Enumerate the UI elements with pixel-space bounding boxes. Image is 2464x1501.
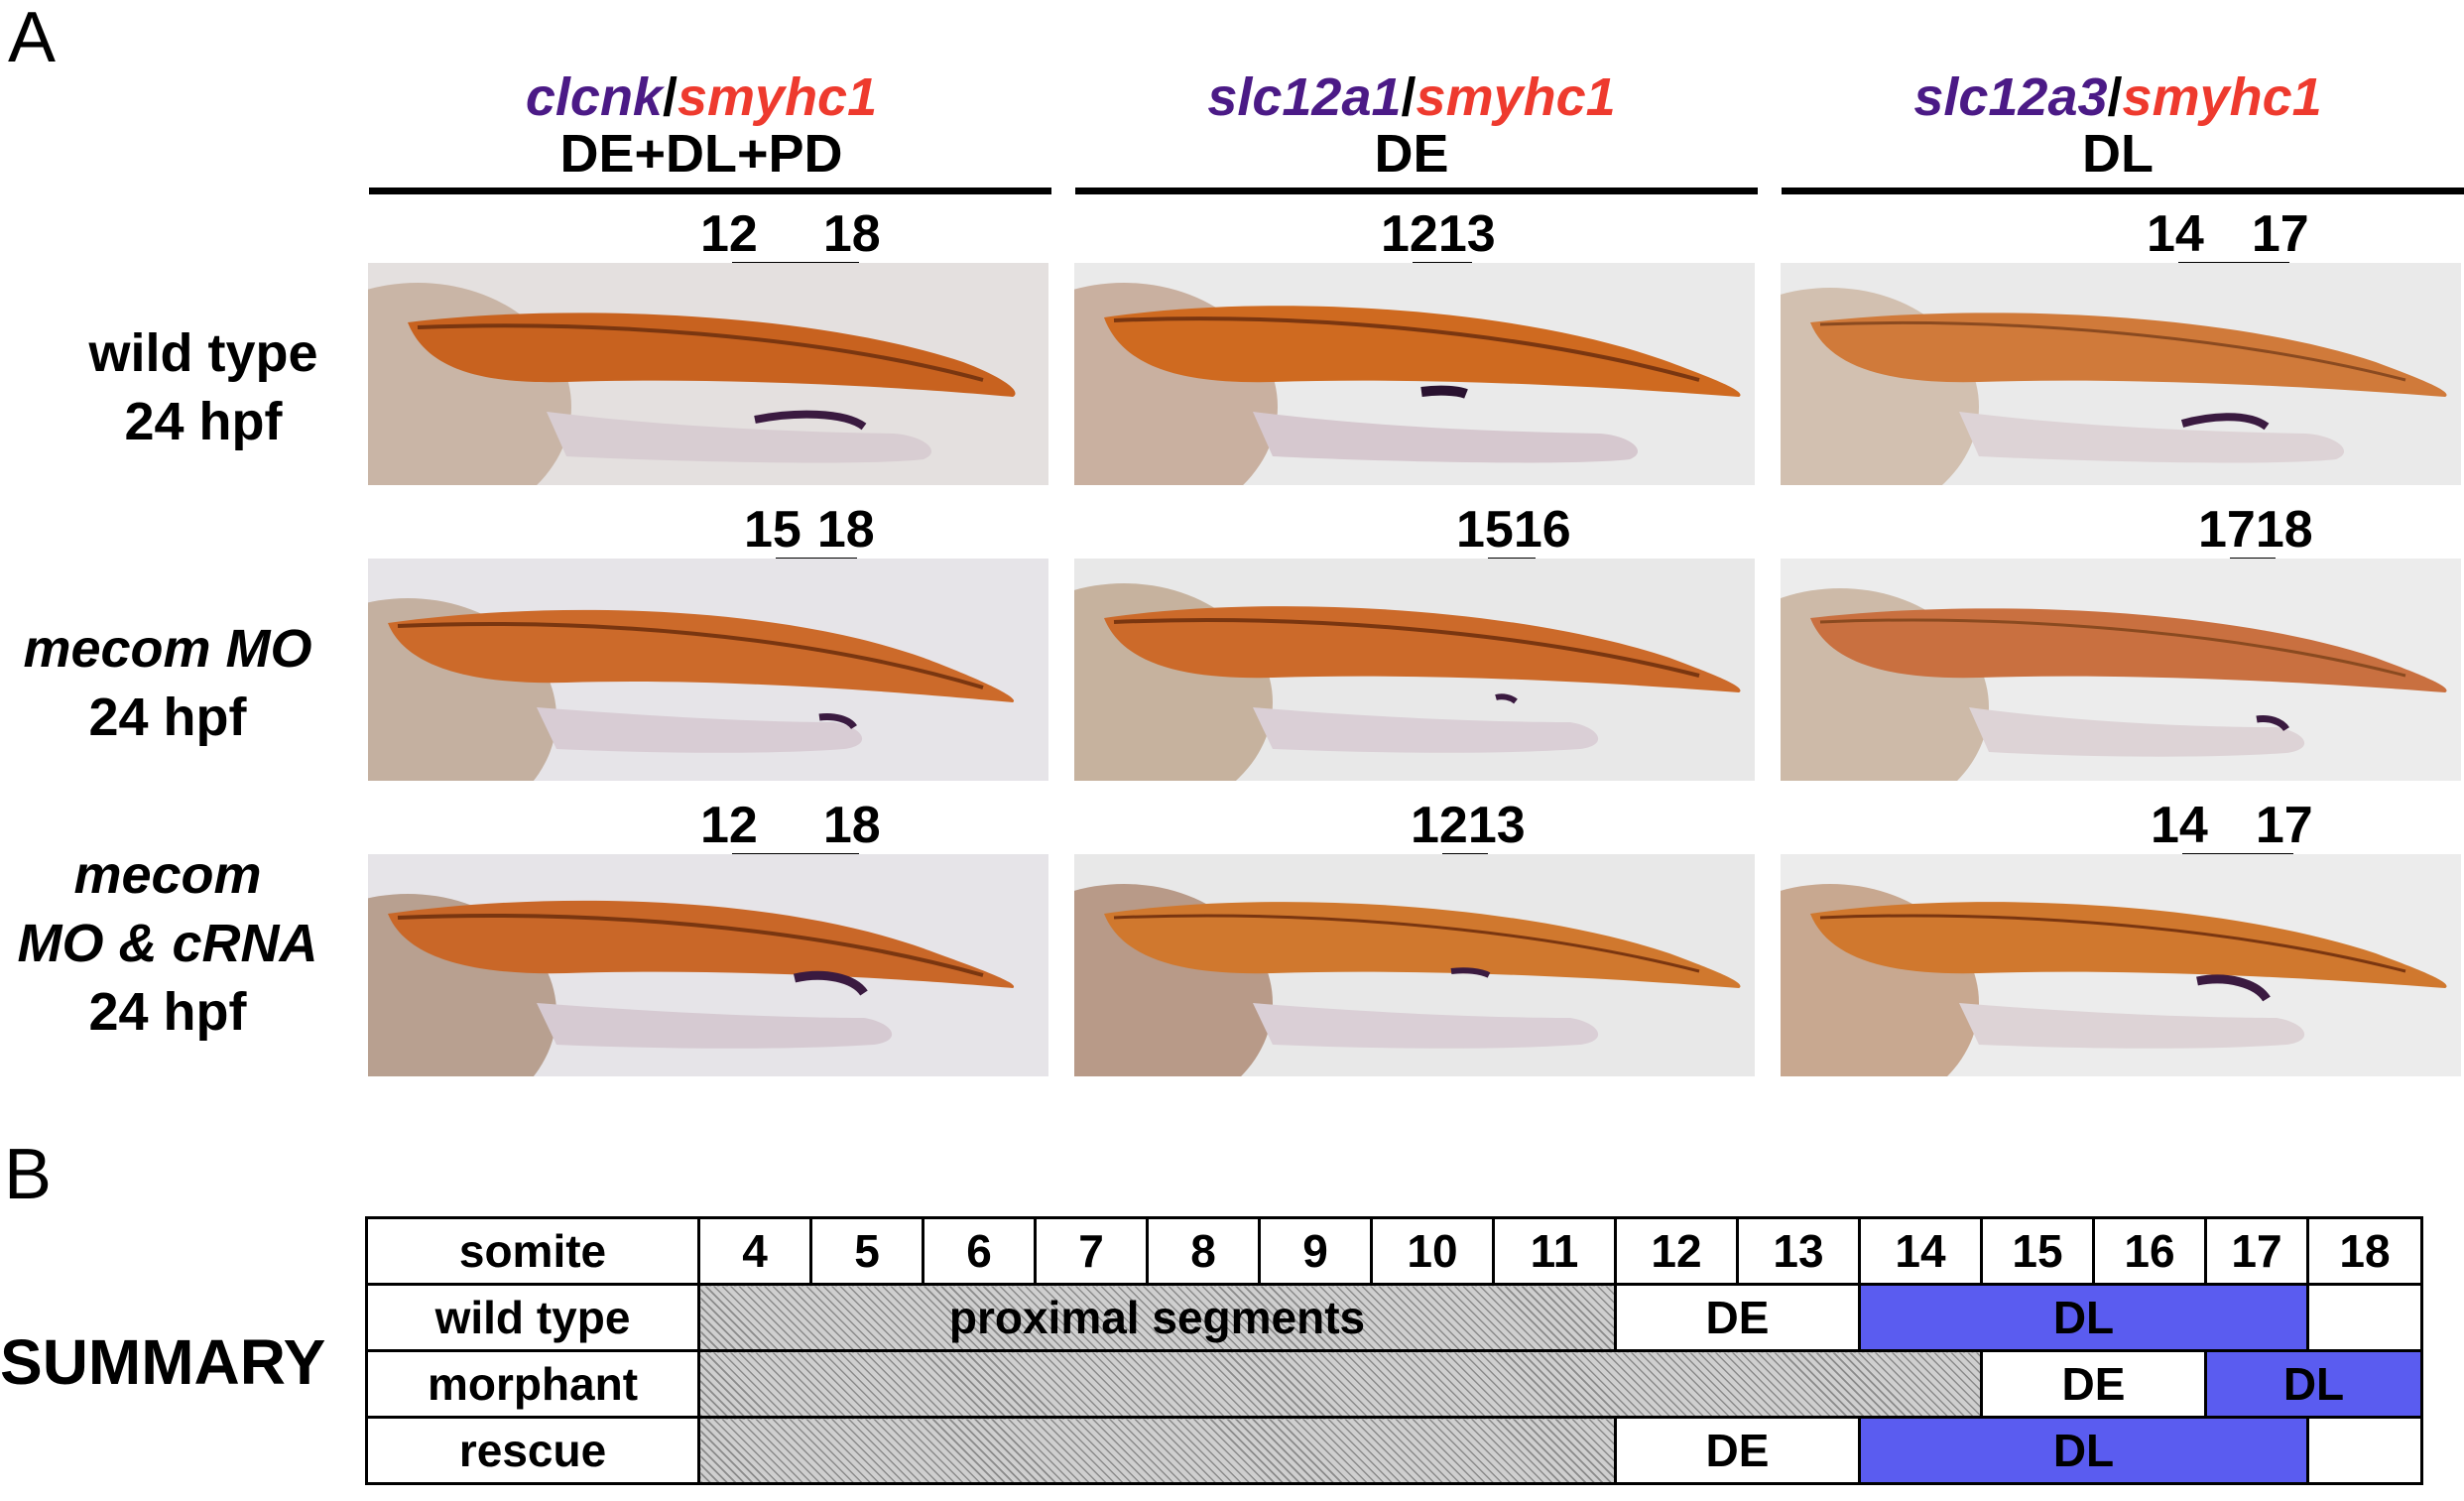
somite-10: 10 bbox=[1370, 1216, 1495, 1286]
row-label-stage: 24 hpf bbox=[88, 982, 247, 1043]
column-header-2: slc12a1/smyhc1 DE bbox=[1074, 69, 1749, 182]
row-label-morphant: mecom MO 24 hpf bbox=[4, 615, 331, 752]
row-label-line: wild type bbox=[88, 323, 318, 383]
embryo-image-rescue-slc12a1 bbox=[1074, 854, 1755, 1076]
somite-9: 9 bbox=[1258, 1216, 1373, 1286]
panel-label-b: B bbox=[4, 1135, 53, 1214]
marker-gene: smyhc1 bbox=[1416, 67, 1616, 127]
somite-15: 15 bbox=[1980, 1216, 2095, 1286]
probe-line: slc12a1/smyhc1 bbox=[1074, 69, 1749, 126]
embryo-image-mo-slc12a1 bbox=[1074, 559, 1755, 781]
row-label: rescue bbox=[365, 1416, 700, 1485]
panel-label-a: A bbox=[8, 0, 57, 77]
probe-sep: / bbox=[1401, 67, 1417, 127]
row-label-line2: MO & cRNA bbox=[17, 914, 318, 974]
somite-range: 1718 bbox=[2198, 501, 2313, 559]
de-cell: DE bbox=[1614, 1283, 1861, 1352]
somite-5: 5 bbox=[809, 1216, 924, 1286]
somite-range: 1213 bbox=[1381, 205, 1496, 263]
summary-label: SUMMARY bbox=[0, 1326, 326, 1398]
proximal-segments-cell bbox=[697, 1416, 1617, 1485]
marker-gene: smyhc1 bbox=[677, 67, 878, 127]
somite-6: 6 bbox=[922, 1216, 1037, 1286]
embryo-image-mo-slc12a3 bbox=[1781, 559, 2461, 781]
probe-gene: clcnk bbox=[525, 67, 663, 127]
probe-line: slc12a3/smyhc1 bbox=[1781, 69, 2455, 126]
summary-row-morphant: morphant DE DL bbox=[365, 1349, 2423, 1419]
region-label: DL bbox=[2082, 123, 2154, 184]
row-label: morphant bbox=[365, 1349, 700, 1419]
column-header-1: clcnk/smyhc1 DE+DL+PD bbox=[364, 69, 1039, 182]
somite-18: 18 bbox=[2306, 1216, 2423, 1286]
somite-17: 17 bbox=[2204, 1216, 2309, 1286]
row-label-line: mecom bbox=[73, 845, 262, 905]
summary-row-rescue: rescue DE DL bbox=[365, 1416, 2423, 1485]
somite-range: 14 17 bbox=[2147, 205, 2309, 263]
somite-12: 12 bbox=[1614, 1216, 1739, 1286]
row-label-line: mecom MO bbox=[23, 619, 312, 679]
somite-7: 7 bbox=[1034, 1216, 1149, 1286]
somite-range: 12 18 bbox=[700, 797, 881, 854]
somite-range: 1213 bbox=[1411, 797, 1526, 854]
somite-range: 15 18 bbox=[744, 501, 875, 559]
proximal-segments-cell: proximal segments bbox=[697, 1283, 1617, 1352]
region-label: DE bbox=[1374, 123, 1449, 184]
dl-cell: DL bbox=[1858, 1283, 2309, 1352]
header-somite: somite bbox=[365, 1216, 700, 1286]
somite-range: 12 18 bbox=[700, 205, 881, 263]
somite-range: 14 17 bbox=[2151, 797, 2313, 854]
embryo-image-mo-clcnk bbox=[368, 559, 1048, 781]
somite-11: 11 bbox=[1492, 1216, 1617, 1286]
probe-sep: / bbox=[662, 67, 678, 127]
row-label-rescue: mecom MO & cRNA 24 hpf bbox=[4, 841, 331, 1047]
row-label-stage: 24 hpf bbox=[124, 392, 283, 452]
column-rule-1 bbox=[369, 188, 1051, 194]
embryo-image-rescue-slc12a3 bbox=[1781, 854, 2461, 1076]
column-rule-2 bbox=[1075, 188, 1758, 194]
summary-row-wild-type: wild type proximal segments DE DL bbox=[365, 1283, 2423, 1352]
embryo-image-wt-slc12a1 bbox=[1074, 263, 1755, 485]
row-label-wild-type: wild type 24 hpf bbox=[40, 319, 367, 456]
region-label: DE+DL+PD bbox=[559, 123, 843, 184]
somite-8: 8 bbox=[1146, 1216, 1261, 1286]
summary-header-row: somite 4 5 6 7 8 9 10 11 12 13 14 15 16 … bbox=[365, 1216, 2423, 1286]
de-cell: DE bbox=[1614, 1416, 1861, 1485]
marker-gene: smyhc1 bbox=[2122, 67, 2322, 127]
dl-cell: DL bbox=[2204, 1349, 2423, 1419]
de-cell: DE bbox=[1980, 1349, 2207, 1419]
embryo-image-rescue-clcnk bbox=[368, 854, 1048, 1076]
column-header-3: slc12a3/smyhc1 DL bbox=[1781, 69, 2455, 182]
dl-cell: DL bbox=[1858, 1416, 2309, 1485]
proximal-segments-cell bbox=[697, 1349, 1983, 1419]
embryo-image-wt-clcnk bbox=[368, 263, 1048, 485]
somite-range: 1516 bbox=[1456, 501, 1571, 559]
somite-13: 13 bbox=[1736, 1216, 1861, 1286]
probe-gene: slc12a3 bbox=[1913, 67, 2108, 127]
column-rule-3 bbox=[1782, 188, 2464, 194]
embryo-image-wt-slc12a3 bbox=[1781, 263, 2461, 485]
probe-gene: slc12a1 bbox=[1207, 67, 1402, 127]
somite-16: 16 bbox=[2092, 1216, 2207, 1286]
probe-sep: / bbox=[2107, 67, 2123, 127]
somite-4: 4 bbox=[697, 1216, 812, 1286]
somite-14: 14 bbox=[1858, 1216, 1983, 1286]
empty-cell bbox=[2306, 1416, 2423, 1485]
probe-line: clcnk/smyhc1 bbox=[364, 69, 1039, 126]
row-label: wild type bbox=[365, 1283, 700, 1352]
row-label-stage: 24 hpf bbox=[88, 688, 247, 748]
summary-table: somite 4 5 6 7 8 9 10 11 12 13 14 15 16 … bbox=[365, 1216, 2423, 1485]
empty-cell bbox=[2306, 1283, 2423, 1352]
